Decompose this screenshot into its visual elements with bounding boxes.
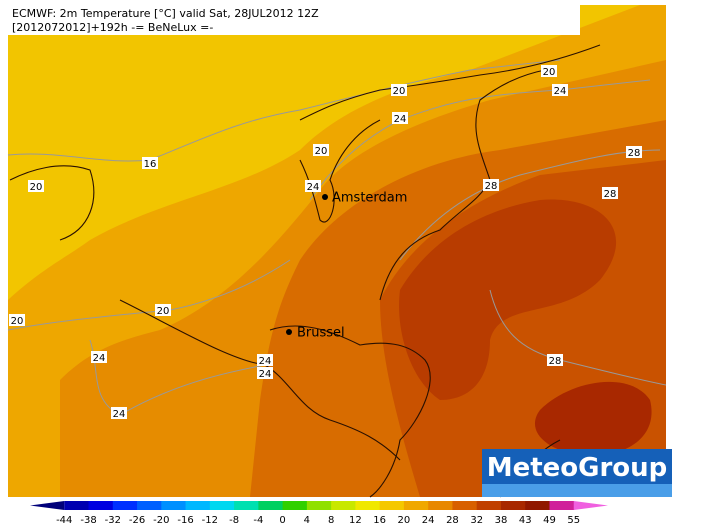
temperature-field bbox=[8, 5, 666, 497]
colorbar-tick-label: -20 bbox=[153, 515, 169, 525]
colorbar-segment bbox=[525, 501, 550, 510]
city-label: Amsterdam bbox=[332, 191, 407, 206]
contour-label: 24 bbox=[394, 114, 407, 125]
contour-label: 24 bbox=[113, 409, 126, 420]
contour-label: 20 bbox=[11, 316, 24, 327]
colorbar-segment bbox=[258, 501, 284, 510]
logo: MeteoGroup bbox=[482, 449, 672, 497]
colorbar-segment bbox=[428, 501, 453, 510]
contour-label: 20 bbox=[157, 306, 170, 317]
colorbar-tick-label: -4 bbox=[253, 515, 263, 525]
city-marker bbox=[286, 329, 292, 335]
colorbar-tick-label: -44 bbox=[56, 515, 72, 525]
borders bbox=[9, 44, 601, 498]
colorbar-tick-label: -8 bbox=[229, 515, 239, 525]
contour-label-box bbox=[257, 354, 273, 366]
contour-label-box bbox=[626, 146, 642, 158]
colorbar-tick-label: 28 bbox=[446, 515, 459, 525]
contour-label: 20 bbox=[393, 86, 406, 97]
contour-label-box bbox=[257, 367, 273, 379]
colorbar-segment bbox=[573, 501, 608, 510]
contour-label: 28 bbox=[604, 189, 617, 200]
contour-label: 20 bbox=[30, 182, 43, 193]
colorbar-tick-label: 8 bbox=[328, 515, 334, 525]
header-run: [2012072012]+192h -= BeNeLux =- bbox=[12, 21, 213, 34]
contour-label-box bbox=[547, 354, 563, 366]
contour-label-box bbox=[313, 144, 329, 156]
colorbar-segment bbox=[306, 501, 332, 510]
colorbar-segment bbox=[234, 501, 259, 510]
colorbar-tick-label: -38 bbox=[80, 515, 96, 525]
header-box bbox=[8, 5, 580, 35]
colorbar-tick-label: 24 bbox=[422, 515, 435, 525]
logo-text: MeteoGroup bbox=[487, 453, 668, 483]
colorbar-tick-label: -12 bbox=[202, 515, 218, 525]
colorbar-segment bbox=[331, 501, 356, 510]
colorbar-segment bbox=[500, 501, 526, 510]
contour-label: 24 bbox=[259, 356, 272, 367]
contour-label: 28 bbox=[549, 356, 562, 367]
colorbar: -44 -38 -32 -26 -20 -16 -12 -8 -4 0 4 8 12 16 20 24 28 32… bbox=[30, 501, 608, 526]
colorbar-segment bbox=[185, 501, 211, 510]
colorbar-segment bbox=[379, 501, 405, 510]
contour-label-box bbox=[541, 65, 557, 77]
colorbar-segment bbox=[282, 501, 308, 510]
contour-label-box bbox=[392, 112, 408, 124]
colorbar-segment bbox=[476, 501, 502, 510]
contour-label: 24 bbox=[554, 86, 567, 97]
city-label: Brussel bbox=[297, 326, 345, 341]
colorbar-segment bbox=[549, 501, 575, 510]
colorbar-tick-label: 20 bbox=[398, 515, 411, 525]
contour-label-box bbox=[9, 314, 25, 326]
contour-label-box bbox=[552, 84, 568, 96]
contour-label-box bbox=[305, 180, 321, 192]
contour-label: 24 bbox=[93, 353, 106, 364]
colorbar-segment bbox=[355, 501, 381, 510]
colorbar-segment bbox=[161, 501, 187, 510]
contour-label-box bbox=[155, 304, 171, 316]
contour-label: 16 bbox=[144, 159, 157, 170]
contour-label: 20 bbox=[315, 146, 328, 157]
contour-label-box bbox=[483, 179, 499, 191]
contour-label: 28 bbox=[485, 181, 498, 192]
colorbar-segment bbox=[137, 501, 162, 510]
colorbar-tick-label: -16 bbox=[177, 515, 193, 525]
colorbar-segment bbox=[403, 501, 429, 510]
contour-label-box bbox=[91, 351, 107, 363]
contour-label: 24 bbox=[307, 182, 320, 193]
colorbar-segment bbox=[452, 501, 478, 510]
city-marker bbox=[322, 194, 328, 200]
colorbar-segment bbox=[30, 501, 65, 510]
colorbar-tick-label: 38 bbox=[495, 515, 508, 525]
contour-label-box bbox=[142, 157, 158, 169]
colorbar-tick-label: -26 bbox=[129, 515, 145, 525]
contour-label-box bbox=[602, 187, 618, 199]
colorbar-tick-label: 55 bbox=[567, 515, 580, 525]
colorbar-tick-label: 32 bbox=[470, 515, 483, 525]
colorbar-tick-label: 49 bbox=[543, 515, 556, 525]
colorbar-tick-label: 4 bbox=[304, 515, 310, 525]
colorbar-segment bbox=[88, 501, 114, 510]
contour-label: 20 bbox=[543, 67, 556, 78]
contour-label: 24 bbox=[259, 369, 272, 380]
colorbar-tick-label: -32 bbox=[105, 515, 121, 525]
colorbar-tick-label: 43 bbox=[519, 515, 532, 525]
contour-labels: 16 20 20 20 24 24 20 24 28 28 28 20 20 24 24 24 24 28 bbox=[9, 65, 642, 420]
contour-label-box bbox=[111, 407, 127, 419]
colorbar-tick-label: 12 bbox=[349, 515, 362, 525]
colorbar-tick-label: 16 bbox=[373, 515, 386, 525]
colorbar-segment bbox=[112, 501, 138, 510]
contour-label-box bbox=[28, 180, 44, 192]
header-title: ECMWF: 2m Temperature [°C] valid Sat, 28… bbox=[12, 7, 319, 20]
colorbar-segment bbox=[209, 501, 235, 510]
contour-label: 28 bbox=[628, 148, 641, 159]
colorbar-tick-label: 0 bbox=[279, 515, 285, 525]
contour-label-box bbox=[391, 84, 407, 96]
colorbar-segment bbox=[64, 501, 90, 510]
